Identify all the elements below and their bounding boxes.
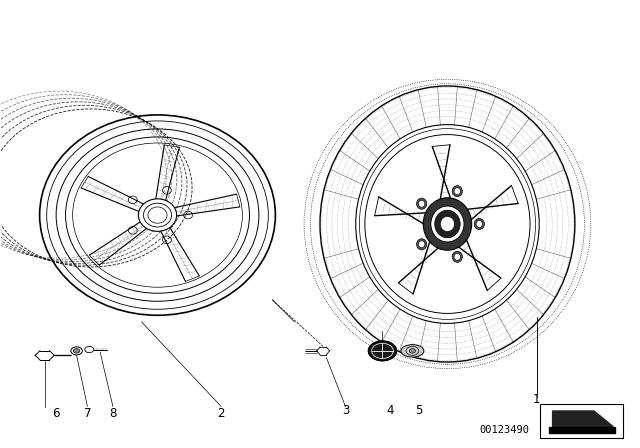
Ellipse shape xyxy=(452,185,462,197)
Ellipse shape xyxy=(476,220,483,228)
Ellipse shape xyxy=(419,200,425,207)
Text: 5: 5 xyxy=(415,405,422,418)
Circle shape xyxy=(409,349,415,353)
Text: 8: 8 xyxy=(109,407,116,420)
Ellipse shape xyxy=(423,198,472,250)
Ellipse shape xyxy=(401,345,424,357)
Ellipse shape xyxy=(454,254,460,260)
Text: 1: 1 xyxy=(533,393,540,406)
Circle shape xyxy=(85,346,94,353)
Ellipse shape xyxy=(441,217,454,231)
Circle shape xyxy=(74,349,80,353)
Circle shape xyxy=(369,341,396,361)
Text: 6: 6 xyxy=(52,407,60,420)
Ellipse shape xyxy=(138,199,177,231)
Polygon shape xyxy=(549,426,615,433)
Ellipse shape xyxy=(454,188,460,194)
Ellipse shape xyxy=(419,241,425,248)
Ellipse shape xyxy=(431,206,464,242)
Text: 2: 2 xyxy=(218,407,225,420)
Text: 7: 7 xyxy=(84,407,91,420)
Ellipse shape xyxy=(435,210,460,238)
Text: 00123490: 00123490 xyxy=(480,425,530,435)
Polygon shape xyxy=(552,411,613,426)
Text: 4: 4 xyxy=(387,405,394,418)
Bar xyxy=(540,404,623,438)
Ellipse shape xyxy=(417,239,427,250)
Text: 3: 3 xyxy=(342,405,349,418)
Ellipse shape xyxy=(417,198,427,209)
Ellipse shape xyxy=(452,251,462,263)
Circle shape xyxy=(71,347,83,355)
Ellipse shape xyxy=(474,219,484,229)
